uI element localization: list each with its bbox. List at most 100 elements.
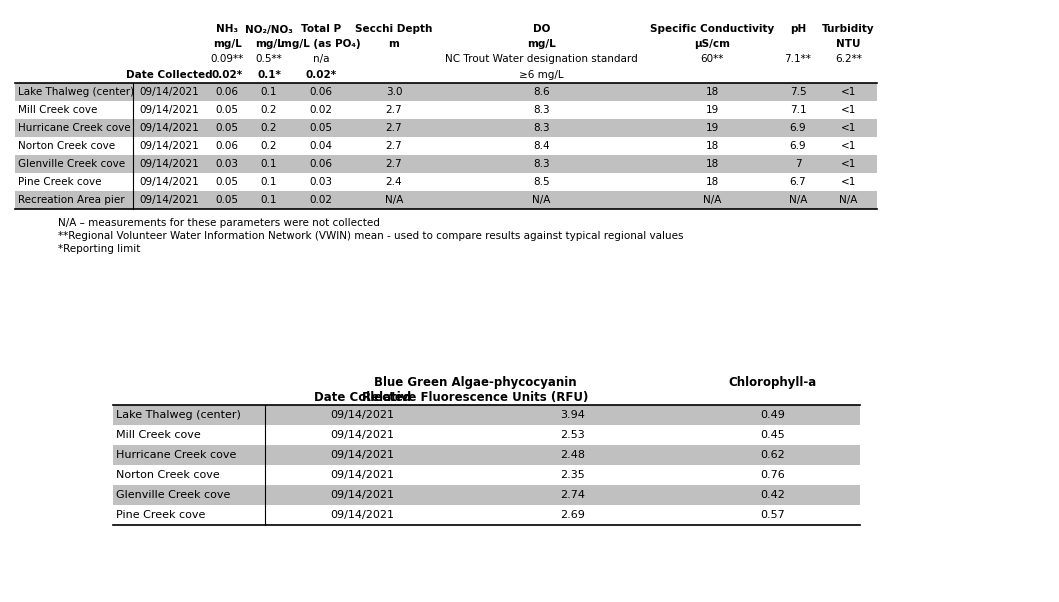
Text: 09/14/2021: 09/14/2021 (330, 510, 395, 520)
Text: N/A: N/A (703, 195, 721, 205)
Text: 0.42: 0.42 (760, 490, 785, 500)
Text: 0.1: 0.1 (261, 159, 277, 169)
Text: 0.04: 0.04 (309, 141, 333, 151)
Text: Chlorophyll-a: Chlorophyll-a (729, 376, 816, 389)
Text: 0.06: 0.06 (215, 141, 238, 151)
Text: 0.5**: 0.5** (255, 54, 283, 64)
Text: 3.94: 3.94 (560, 410, 585, 420)
Text: 0.06: 0.06 (309, 159, 333, 169)
Text: 18: 18 (705, 177, 719, 187)
Text: 8.6: 8.6 (533, 87, 550, 97)
Text: 2.7: 2.7 (385, 105, 402, 115)
Text: 0.2: 0.2 (261, 123, 277, 133)
Text: N/A: N/A (533, 195, 551, 205)
Text: 19: 19 (705, 123, 719, 133)
Text: 19: 19 (705, 105, 719, 115)
Text: Date Collected: Date Collected (126, 70, 212, 80)
Text: **Regional Volunteer Water Information Network (VWIN) mean - used to compare res: **Regional Volunteer Water Information N… (58, 231, 683, 241)
Text: NC Trout Water designation standard: NC Trout Water designation standard (445, 54, 638, 64)
Text: Mill Creek cove: Mill Creek cove (18, 105, 97, 115)
Bar (113, 425, 860, 445)
Text: 09/14/2021: 09/14/2021 (139, 177, 199, 187)
Bar (15, 101, 877, 119)
Text: NO₂/NO₃: NO₂/NO₃ (245, 25, 293, 34)
Text: <1: <1 (841, 141, 856, 151)
Text: 0.06: 0.06 (309, 87, 333, 97)
Text: 0.45: 0.45 (760, 430, 785, 440)
Text: 0.05: 0.05 (215, 195, 238, 205)
Text: N/A: N/A (789, 195, 807, 205)
Text: 0.2: 0.2 (261, 141, 277, 151)
Text: 0.02: 0.02 (309, 105, 333, 115)
Text: 2.53: 2.53 (560, 430, 585, 440)
Text: NH₃: NH₃ (216, 25, 238, 34)
Bar (113, 445, 860, 465)
Text: 8.3: 8.3 (533, 159, 550, 169)
Text: Pine Creek cove: Pine Creek cove (18, 177, 102, 187)
Text: 09/14/2021: 09/14/2021 (139, 159, 199, 169)
Text: Recreation Area pier: Recreation Area pier (18, 195, 125, 205)
Text: 3.0: 3.0 (385, 87, 402, 97)
Text: 0.02*: 0.02* (212, 70, 243, 80)
Text: 2.74: 2.74 (560, 490, 585, 500)
Text: DO: DO (533, 25, 551, 34)
Text: Hurricane Creek cove: Hurricane Creek cove (18, 123, 130, 133)
Text: Norton Creek cove: Norton Creek cove (116, 470, 220, 480)
Text: 09/14/2021: 09/14/2021 (330, 430, 395, 440)
Text: 0.05: 0.05 (215, 105, 238, 115)
Bar (15, 119, 877, 137)
Text: 6.7: 6.7 (790, 177, 806, 187)
Text: 0.05: 0.05 (215, 123, 238, 133)
Bar (113, 405, 860, 425)
Text: 0.57: 0.57 (760, 510, 785, 520)
Text: mg/L (as PO₄): mg/L (as PO₄) (282, 39, 361, 49)
Text: NTU: NTU (837, 39, 861, 49)
Text: 0.1: 0.1 (261, 195, 277, 205)
Text: Glenville Creek cove: Glenville Creek cove (18, 159, 125, 169)
Text: 2.7: 2.7 (385, 159, 402, 169)
Text: 0.09**: 0.09** (211, 54, 244, 64)
Text: <1: <1 (841, 159, 856, 169)
Text: 0.02*: 0.02* (305, 70, 337, 80)
Text: Blue Green Algae-phycocyanin: Blue Green Algae-phycocyanin (374, 376, 576, 389)
Text: Norton Creek cove: Norton Creek cove (18, 141, 115, 151)
Text: Lake Thalweg (center): Lake Thalweg (center) (116, 410, 240, 420)
Text: m: m (389, 39, 399, 49)
Text: 18: 18 (705, 159, 719, 169)
Text: 0.2: 0.2 (261, 105, 277, 115)
Text: Date Collected: Date Collected (313, 391, 411, 404)
Text: Hurricane Creek cove: Hurricane Creek cove (116, 450, 236, 460)
Text: Secchi Depth: Secchi Depth (356, 25, 433, 34)
Text: <1: <1 (841, 123, 856, 133)
Text: 2.7: 2.7 (385, 141, 402, 151)
Text: 2.48: 2.48 (560, 450, 585, 460)
Text: 0.1*: 0.1* (257, 70, 281, 80)
Text: 09/14/2021: 09/14/2021 (139, 123, 199, 133)
Text: 8.3: 8.3 (533, 105, 550, 115)
Text: 2.7: 2.7 (385, 123, 402, 133)
Text: mg/L: mg/L (213, 39, 241, 49)
Text: 2.69: 2.69 (560, 510, 585, 520)
Text: 0.03: 0.03 (215, 159, 238, 169)
Text: 0.03: 0.03 (309, 177, 333, 187)
Bar (113, 465, 860, 485)
Text: Total P: Total P (301, 25, 341, 34)
Bar (113, 485, 860, 505)
Text: N/A: N/A (840, 195, 858, 205)
Bar (113, 505, 860, 525)
Text: 09/14/2021: 09/14/2021 (139, 195, 199, 205)
Bar (15, 191, 877, 209)
Text: 60**: 60** (700, 54, 723, 64)
Text: N/A – measurements for these parameters were not collected: N/A – measurements for these parameters … (58, 218, 380, 228)
Text: Turbidity: Turbidity (822, 25, 875, 34)
Text: <1: <1 (841, 105, 856, 115)
Text: 6.2**: 6.2** (836, 54, 862, 64)
Text: 09/14/2021: 09/14/2021 (330, 470, 395, 480)
Text: 0.05: 0.05 (215, 177, 238, 187)
Text: 6.9: 6.9 (790, 123, 806, 133)
Bar (15, 83, 877, 101)
Text: 18: 18 (705, 141, 719, 151)
Text: 8.5: 8.5 (533, 177, 550, 187)
Text: Lake Thalweg (center): Lake Thalweg (center) (18, 87, 134, 97)
Text: 0.62: 0.62 (760, 450, 785, 460)
